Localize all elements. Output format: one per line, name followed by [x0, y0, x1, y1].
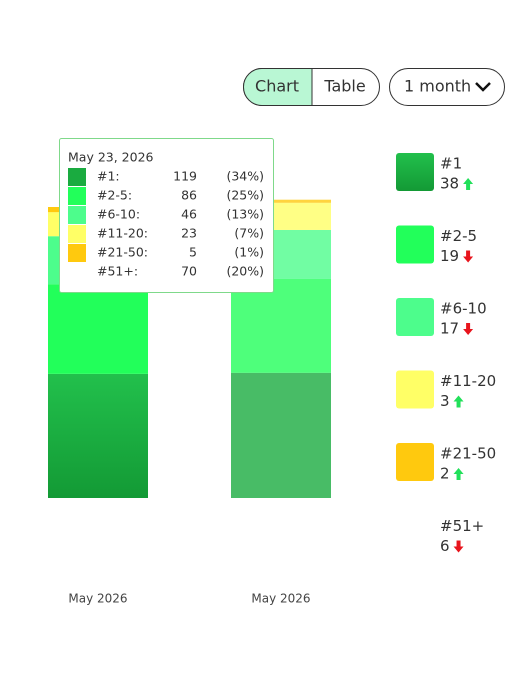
bar-segment — [231, 278, 331, 373]
legend-name: #51+ — [440, 517, 484, 535]
x-label: May 2026 — [68, 592, 127, 606]
tooltip-count: 70 — [181, 264, 197, 279]
tooltip-swatch — [68, 168, 86, 186]
chart-tab[interactable] — [243, 68, 313, 106]
tooltip-percent: (34%) — [226, 169, 264, 184]
period-label[interactable]: 1 month — [404, 77, 471, 96]
legend-name: #2-5 — [440, 227, 477, 245]
tooltip-percent: (25%) — [226, 188, 264, 203]
tooltip-swatch — [68, 244, 86, 262]
tooltip-count: 86 — [181, 188, 197, 203]
tooltip-label: #21-50: — [97, 245, 148, 260]
tooltip-percent: (13%) — [226, 207, 264, 222]
tooltip-percent: (20%) — [226, 264, 264, 279]
tooltip-title: May 23, 2026 — [68, 150, 154, 165]
trend-arrow — [453, 540, 464, 553]
legend-swatch — [396, 153, 434, 191]
tooltip-percent: (1%) — [234, 245, 264, 260]
legend-swatch — [396, 443, 434, 481]
legend-swatch — [396, 298, 434, 336]
tooltip-label: #11-20: — [97, 226, 148, 241]
tooltip-swatch — [68, 187, 86, 205]
trend-arrow — [463, 323, 474, 335]
chart-tab-label[interactable]: Chart — [255, 77, 299, 96]
tooltip — [59, 138, 274, 293]
legend-change: 19 — [440, 247, 459, 265]
legend-name: #6-10 — [440, 300, 487, 318]
tooltip-count: 5 — [189, 245, 197, 260]
tooltip-count: 23 — [181, 226, 197, 241]
tooltip-label: #1: — [97, 169, 120, 184]
tooltip-label: #51+: — [97, 264, 138, 279]
tooltip-label: #6-10: — [97, 207, 140, 222]
tooltip-count: 46 — [181, 207, 197, 222]
legend-swatch — [396, 370, 434, 409]
dropdown-chevron[interactable] — [475, 82, 491, 92]
trend-arrow — [453, 468, 464, 480]
bar-segment — [231, 372, 331, 498]
legend-change: 3 — [440, 392, 450, 410]
legend-name: #21-50 — [440, 445, 496, 463]
bar-segment — [231, 199, 331, 203]
x-label: May 2026 — [251, 592, 310, 606]
bar-segment — [48, 373, 148, 498]
legend-swatch — [396, 225, 434, 264]
legend-name: #1 — [440, 155, 462, 173]
tooltip-swatch — [68, 206, 86, 224]
bar-segment — [48, 284, 148, 374]
legend-change: 17 — [440, 320, 459, 338]
trend-arrow — [463, 178, 474, 190]
trend-arrow — [453, 395, 464, 408]
table-tab-label[interactable]: Table — [323, 77, 365, 96]
legend-name: #11-20 — [440, 372, 496, 390]
tooltip-swatch — [68, 225, 86, 243]
legend-change: 2 — [440, 465, 450, 483]
tooltip-label: #2-5: — [97, 188, 132, 203]
legend-change: 38 — [440, 175, 459, 193]
tooltip-percent: (7%) — [234, 226, 264, 241]
period-dropdown[interactable] — [389, 68, 505, 106]
trend-arrow — [463, 250, 474, 263]
tooltip-count: 119 — [173, 169, 197, 184]
legend-change: 6 — [440, 537, 450, 555]
